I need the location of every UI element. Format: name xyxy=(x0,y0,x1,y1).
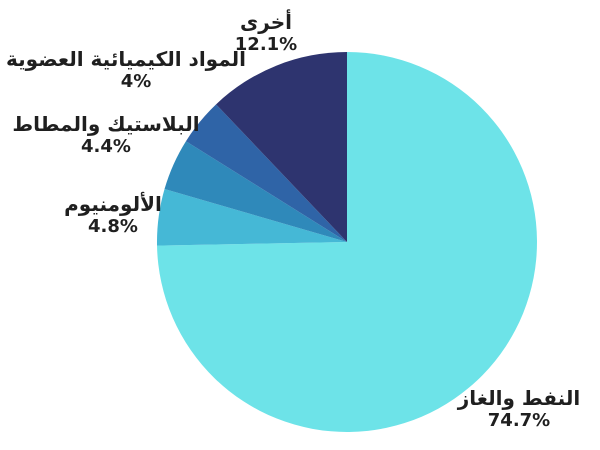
label-organic-chemicals-name: المواد الكيميائية العضوية xyxy=(6,47,246,71)
label-organic-chemicals-pct: 4% xyxy=(120,71,152,92)
pie-slice-3 xyxy=(185,104,347,242)
label-other-pct: 12.1% xyxy=(234,34,298,55)
label-aluminum: الألومنيوم 4.8% xyxy=(13,193,213,238)
pie-slice-4 xyxy=(216,52,347,242)
label-plastics-rubber-name: البلاستيك والمطاط xyxy=(12,112,200,136)
label-aluminum-name: الألومنيوم xyxy=(64,192,162,216)
label-plastics-rubber: البلاستيك والمطاط 4.4% xyxy=(6,113,206,158)
label-aluminum-pct: 4.8% xyxy=(88,216,138,237)
label-other-name: أخرى xyxy=(239,10,293,34)
pie-slice-0 xyxy=(157,52,537,433)
label-plastics-rubber-pct: 4.4% xyxy=(81,136,131,157)
label-oil-gas-name: النفط والغاز xyxy=(457,386,581,410)
label-other: أخرى 12.1% xyxy=(196,11,336,56)
pie-slice-2 xyxy=(164,141,347,242)
label-organic-chemicals: المواد الكيميائية العضوية 4% xyxy=(6,47,246,93)
pie-slice-1 xyxy=(156,188,347,246)
label-oil-gas: النفط والغاز 74.7% xyxy=(419,387,600,432)
label-oil-gas-pct: 74.7% xyxy=(487,410,551,431)
